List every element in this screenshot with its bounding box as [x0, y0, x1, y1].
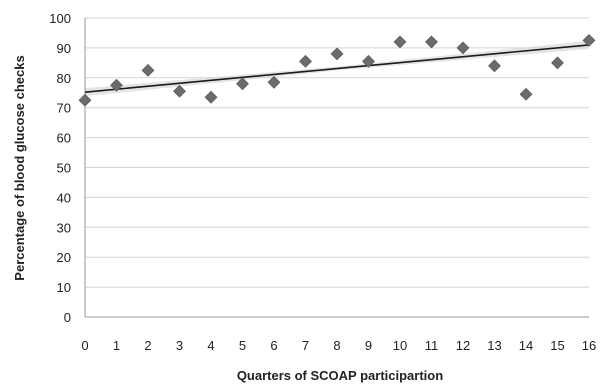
x-tick-label: 2 — [144, 338, 151, 353]
x-tick-label: 15 — [550, 338, 564, 353]
data-point — [488, 59, 501, 73]
trendline — [84, 44, 590, 93]
y-tick-label: 50 — [57, 161, 71, 176]
x-tick-label: 8 — [333, 338, 340, 353]
x-tick-label: 7 — [302, 338, 309, 353]
y-tick-label: 90 — [57, 41, 71, 56]
x-tick-label: 11 — [425, 338, 439, 353]
data-point — [456, 41, 470, 55]
x-tick-label: 10 — [393, 338, 407, 353]
data-point — [362, 54, 375, 68]
data-point — [141, 63, 155, 77]
data-point — [519, 87, 533, 101]
y-tick-label: 10 — [57, 280, 71, 295]
y-tick-label: 60 — [57, 131, 71, 146]
x-tick-label: 0 — [81, 338, 88, 353]
x-tick-label: 14 — [519, 338, 533, 353]
y-tick-label: 40 — [57, 190, 71, 205]
y-axis-title: Percentage of blood glucose checks — [12, 55, 27, 280]
x-tick-label: 1 — [113, 338, 120, 353]
x-tick-label: 6 — [270, 338, 277, 353]
data-point — [551, 56, 564, 70]
y-tick-label: 30 — [57, 220, 71, 235]
data-points — [78, 34, 596, 107]
trendline-line — [84, 44, 590, 93]
data-point — [204, 90, 218, 104]
data-point — [267, 75, 281, 89]
y-tick-label: 80 — [57, 71, 71, 86]
x-tick-label: 12 — [456, 338, 470, 353]
y-tick-label: 70 — [57, 101, 71, 116]
axes — [84, 18, 589, 318]
x-tick-label: 9 — [365, 338, 372, 353]
data-point — [173, 84, 186, 98]
x-axis-title: Quarters of SCOAP participartion — [237, 368, 443, 383]
x-tick-label: 3 — [176, 338, 183, 353]
data-point — [78, 93, 92, 107]
data-point — [425, 35, 438, 49]
x-tick-label: 5 — [239, 338, 246, 353]
x-tick-label: 4 — [207, 338, 214, 353]
x-tick-label: 13 — [487, 338, 501, 353]
y-tick-label: 20 — [57, 250, 71, 265]
data-point — [582, 34, 596, 47]
data-point — [236, 77, 249, 91]
y-tick-label: 0 — [64, 310, 71, 325]
data-point — [110, 78, 123, 92]
y-tick-label: 100 — [49, 11, 71, 26]
data-point — [330, 47, 344, 61]
x-tick-label: 16 — [582, 338, 596, 353]
data-point — [393, 35, 407, 49]
data-point — [299, 54, 312, 68]
